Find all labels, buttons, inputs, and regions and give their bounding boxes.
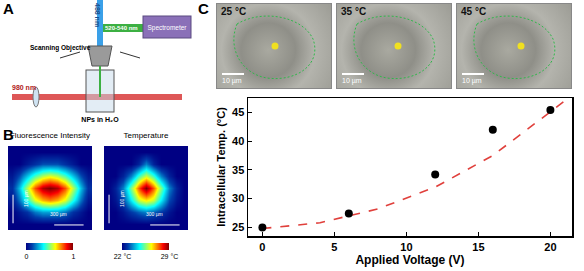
svg-text:20: 20 xyxy=(544,241,556,253)
svg-text:0: 0 xyxy=(25,253,29,260)
svg-text:29 °C: 29 °C xyxy=(161,253,179,260)
svg-text:980 nm: 980 nm xyxy=(12,84,36,91)
svg-text:25: 25 xyxy=(232,221,244,233)
svg-text:30: 30 xyxy=(232,192,244,204)
svg-text:NPs in H₂O: NPs in H₂O xyxy=(81,116,119,123)
svg-text:22 °C: 22 °C xyxy=(114,253,132,260)
html-text:35 °C: 35 °C xyxy=(341,6,367,17)
svg-text:300 µm: 300 µm xyxy=(146,211,163,217)
svg-text:100 µm: 100 µm xyxy=(119,190,125,207)
html-text:A: A xyxy=(3,0,14,17)
svg-text:45: 45 xyxy=(232,106,244,118)
html-text:10 µm: 10 µm xyxy=(462,77,482,84)
svg-text:35: 35 xyxy=(232,164,244,176)
svg-text:1: 1 xyxy=(72,253,76,260)
svg-text:0: 0 xyxy=(259,241,265,253)
svg-text:100 µm: 100 µm xyxy=(23,190,29,207)
html-text:25 °C: 25 °C xyxy=(221,6,247,17)
html-text:C: C xyxy=(198,0,209,17)
html-text:B: B xyxy=(3,126,14,143)
svg-text:Intracellular Temp. (°C): Intracellular Temp. (°C) xyxy=(215,107,227,227)
svg-text:Fluorescence Intensity: Fluorescence Intensity xyxy=(10,131,90,140)
svg-text:Applied Voltage (V): Applied Voltage (V) xyxy=(355,253,464,267)
svg-text:Spectrometer: Spectrometer xyxy=(147,24,187,32)
svg-text:300 µm: 300 µm xyxy=(50,211,67,217)
svg-text:488 nm: 488 nm xyxy=(94,3,101,27)
svg-text:15: 15 xyxy=(472,241,484,253)
html-text:10 µm: 10 µm xyxy=(222,77,242,84)
svg-text:40: 40 xyxy=(232,135,244,147)
svg-text:520-540 nm: 520-540 nm xyxy=(105,25,138,31)
html-text:10 µm: 10 µm xyxy=(342,77,362,84)
svg-text:10: 10 xyxy=(400,241,412,253)
svg-text:Scanning Objective: Scanning Objective xyxy=(30,44,91,52)
svg-text:Temperature: Temperature xyxy=(124,131,169,140)
html-text:45 °C: 45 °C xyxy=(461,6,487,17)
svg-text:5: 5 xyxy=(331,241,337,253)
